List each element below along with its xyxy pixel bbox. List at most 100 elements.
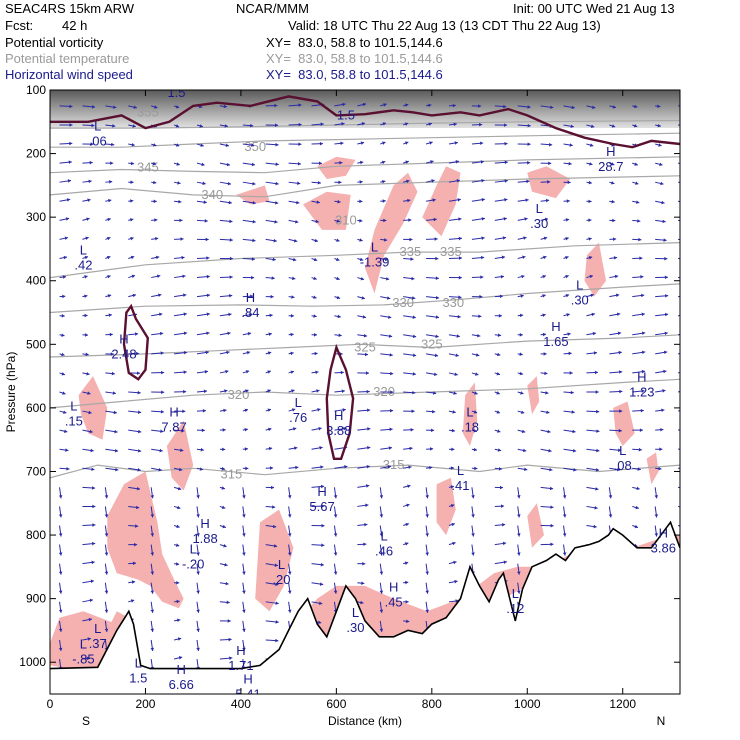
wind-arrowhead	[589, 162, 593, 166]
wind-arrowhead	[659, 447, 663, 452]
wind-arrowhead	[454, 141, 458, 145]
wind-arrowhead	[65, 217, 70, 221]
field-xy-pv: XY= 83.0, 58.8 to 101.5,144.6	[266, 35, 443, 50]
wind-arrowhead	[639, 428, 643, 432]
wind-arrowhead	[343, 426, 347, 431]
wind-arrowhead	[428, 103, 432, 108]
wind-arrowhead	[91, 105, 96, 109]
wind-arrowhead	[614, 274, 619, 279]
wind-arrowhead	[619, 409, 623, 413]
wind-arrowhead	[225, 369, 229, 374]
extremum-value: .20	[272, 572, 290, 587]
pv-contour-label: 1.5	[337, 107, 355, 122]
wind-arrowhead	[114, 448, 119, 453]
wind-arrowhead	[500, 274, 504, 279]
wind-arrowhead	[88, 410, 92, 415]
field-xy-theta: XY= 83.0, 58.8 to 101.5,144.6	[266, 51, 443, 66]
wind-arrowhead	[333, 533, 338, 537]
wind-arrowhead	[246, 350, 251, 355]
wind-arrowhead	[90, 448, 94, 453]
wind-arrowhead	[104, 495, 109, 499]
x-axis-title: Distance (km)	[328, 714, 402, 728]
wind-arrowhead	[154, 218, 158, 222]
wind-arrowhead	[180, 237, 184, 241]
wind-arrowhead	[619, 389, 623, 394]
fcst-value: 42 h	[62, 18, 88, 33]
wind-arrowhead	[458, 275, 462, 280]
wind-arrowhead	[588, 255, 593, 260]
wind-arrowhead	[336, 238, 340, 242]
wind-arrowhead	[104, 552, 109, 556]
wind-arrowhead	[425, 495, 429, 499]
extremum-value: .08	[614, 458, 632, 473]
wind-arrowhead	[471, 533, 475, 537]
wind-arrowhead	[595, 487, 599, 491]
extremum-value: 1.23	[629, 385, 654, 400]
wind-arrowhead	[318, 161, 322, 166]
wind-arrowhead	[637, 467, 641, 471]
wind-arrowhead	[130, 236, 134, 241]
wind-arrowhead	[226, 350, 230, 355]
pv-contour-tropopause	[50, 95, 680, 149]
wind-arrowhead	[379, 495, 384, 499]
wind-arrowhead	[106, 236, 111, 241]
wind-arrowhead	[196, 571, 200, 575]
wind-arrowhead	[681, 544, 684, 547]
wind-arrowhead	[242, 571, 246, 575]
wind-arrowhead	[404, 103, 409, 107]
pv-negative-region	[527, 503, 544, 548]
pv-negative-region	[613, 401, 635, 446]
wind-arrowhead	[336, 219, 340, 223]
wind-arrowhead	[619, 370, 623, 374]
wind-arrowhead	[155, 255, 160, 260]
wind-arrowhead	[361, 122, 366, 126]
extremum-value: .41	[451, 478, 469, 493]
wind-arrowhead	[435, 334, 439, 339]
wind-arrowhead	[434, 237, 438, 241]
wind-arrowhead	[562, 495, 567, 499]
extremum-value: .84	[241, 305, 259, 320]
wind-arrowhead	[87, 198, 91, 202]
wind-arrowhead	[316, 389, 320, 393]
wind-arrowhead	[562, 514, 567, 518]
wind-arrowhead	[206, 331, 210, 336]
wind-arrowhead	[687, 313, 690, 317]
wind-arrowhead	[684, 601, 687, 605]
wind-arrowhead	[550, 542, 554, 547]
wind-arrowhead	[662, 389, 666, 393]
wind-arrowhead	[295, 465, 299, 470]
wind-arrowhead	[313, 314, 317, 318]
wind-arrowhead	[521, 274, 525, 279]
extremum-value: .76	[289, 410, 307, 425]
wind-arrowhead	[458, 217, 462, 221]
wind-arrowhead	[270, 294, 274, 299]
wind-arrowhead	[338, 333, 342, 338]
wind-arrowhead	[131, 580, 136, 584]
wind-arrowhead	[388, 334, 393, 338]
wind-arrowhead	[61, 372, 65, 376]
wind-arrowhead	[366, 464, 370, 469]
wind-arrowhead	[205, 350, 209, 355]
wind-arrowhead	[229, 293, 233, 298]
wind-arrowhead	[517, 495, 521, 499]
wind-arrowhead	[129, 218, 134, 222]
field-name-theta: Potential temperature	[5, 51, 130, 66]
wind-arrowhead	[383, 218, 387, 223]
wind-arrowhead	[596, 429, 600, 433]
wind-arrowhead	[595, 468, 600, 472]
extremum-value: 1.5	[129, 671, 147, 686]
wind-arrowhead	[340, 141, 344, 146]
wind-arrowhead	[297, 161, 301, 166]
wind-arrowhead	[688, 276, 691, 280]
wind-arrowhead	[227, 619, 231, 623]
wind-arrowhead	[150, 495, 155, 499]
wind-arrowhead	[379, 552, 384, 556]
wind-arrowhead	[503, 104, 507, 109]
wind-arrowhead	[132, 124, 136, 128]
wind-arrowhead	[498, 313, 502, 318]
wind-arrowhead	[517, 552, 521, 556]
extremum-value: .30	[346, 620, 364, 635]
wind-arrowhead	[527, 160, 531, 165]
wind-arrowhead	[654, 533, 659, 537]
